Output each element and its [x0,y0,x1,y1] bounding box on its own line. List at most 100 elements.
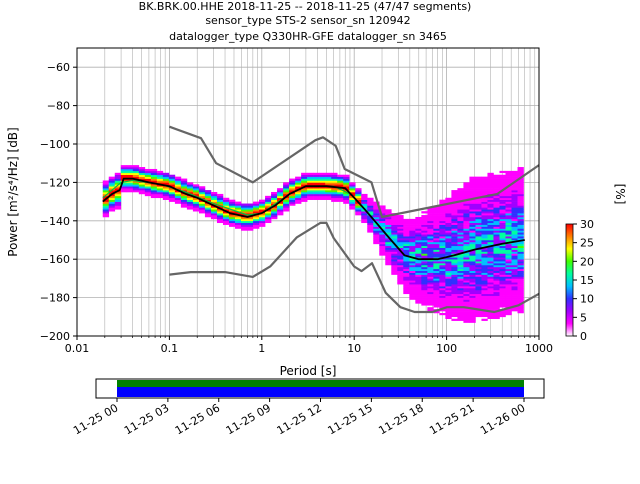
heatmap-cell [421,230,428,233]
heatmap-cell [427,253,434,256]
heatmap-cell [228,220,236,224]
heatmap-cell [487,192,494,195]
heatmap-cell [397,268,404,272]
heatmap-cell [403,274,410,277]
heatmap-cell [457,188,464,191]
heatmap-cell [493,216,500,220]
heatmap-cell [421,255,428,258]
heatmap-cell [186,199,194,202]
heatmap-cell [186,192,194,195]
heatmap-cell [421,216,428,220]
heatmap-cell [385,249,392,252]
heatmap-cell [301,193,308,197]
heatmap-cell [168,193,176,197]
heatmap-cell [505,213,512,216]
heatmap-cell [271,213,278,216]
heatmap-cell [481,288,488,291]
heatmap-cell [427,230,434,233]
heatmap-cell [313,186,320,189]
heatmap-cell [114,207,122,210]
heatmap-cell [493,278,500,281]
heatmap-cell [162,188,170,191]
heatmap-cell [475,245,482,248]
heatmap-cell [487,176,494,179]
heatmap-cell [487,295,494,298]
heatmap-cell [397,274,404,277]
heatmap-cell [120,190,128,193]
heatmap-cell [385,255,392,258]
heatmap-cell [505,288,512,291]
heatmap-cell [487,314,494,318]
heatmap-cell [439,216,446,220]
heatmap-cell [373,230,380,233]
heatmap-cell [409,263,416,266]
heatmap-cell [421,272,428,275]
heatmap-cell [505,180,512,183]
heatmap-cell [421,234,428,237]
heatmap-cell [463,266,470,270]
heatmap-cell [421,264,428,268]
heatmap-cell [517,218,524,222]
heatmap-cell [457,205,464,208]
heatmap-cell [505,266,512,270]
heatmap-cell [457,230,464,233]
heatmap-cell [457,201,464,204]
heatmap-cell [451,276,458,279]
heatmap-cell [259,213,266,216]
heatmap-cell [259,207,266,210]
heatmap-cell [433,295,440,298]
heatmap-cell [511,170,518,174]
heatmap-cell [162,190,170,193]
heatmap-cell [403,228,410,231]
heatmap-cell [427,280,434,283]
heatmap-cell [361,211,368,214]
heatmap-cell [403,276,410,279]
heatmap-cell [445,289,452,293]
heatmap-cell [241,211,248,214]
heatmap-cell [120,184,128,187]
heatmap-cell [439,240,446,243]
heatmap-cell [421,286,428,289]
heatmap-cell [517,257,524,260]
heatmap-cell [487,230,494,233]
heatmap-cell [433,293,440,296]
heatmap-cell [445,228,452,231]
heatmap-cell [445,199,452,202]
heatmap-cell [481,182,488,185]
heatmap-cell [457,247,464,250]
heatmap-cell [475,207,482,210]
heatmap-cell [132,165,140,168]
heatmap-cell [457,218,464,222]
heatmap-cell [499,312,506,316]
heatmap-cell [301,180,308,183]
heatmap-cell [487,291,494,295]
heatmap-cell [475,314,482,318]
heatmap-cell [517,261,524,264]
heatmap-cell [313,176,320,179]
heatmap-cell [469,303,476,306]
heatmap-cell [331,178,338,181]
ppsd-lines [102,125,540,314]
heatmap-cell [415,263,422,266]
heatmap-cell [439,224,446,227]
heatmap-cell [469,257,476,260]
y-tick-label: −120 [40,176,70,189]
heatmap-cell [114,205,122,208]
heatmap-cell [307,172,314,176]
heatmap-cell [517,190,524,193]
heatmap-cell [463,245,470,248]
heatmap-cell [271,216,278,220]
heatmap-cell [397,224,404,227]
heatmap-cell [445,264,452,268]
heatmap-cell [265,213,272,216]
heatmap-cell [150,195,158,199]
heatmap-cell [475,291,482,295]
heatmap-cell [265,195,272,199]
heatmap-cell [126,167,134,170]
heatmap-cell [379,243,386,247]
heatmap-cell [493,266,500,270]
heatmap-cell [445,276,452,279]
heatmap-cell [192,205,200,208]
heatmap-cell [385,226,392,229]
heatmap-cell [481,197,488,200]
